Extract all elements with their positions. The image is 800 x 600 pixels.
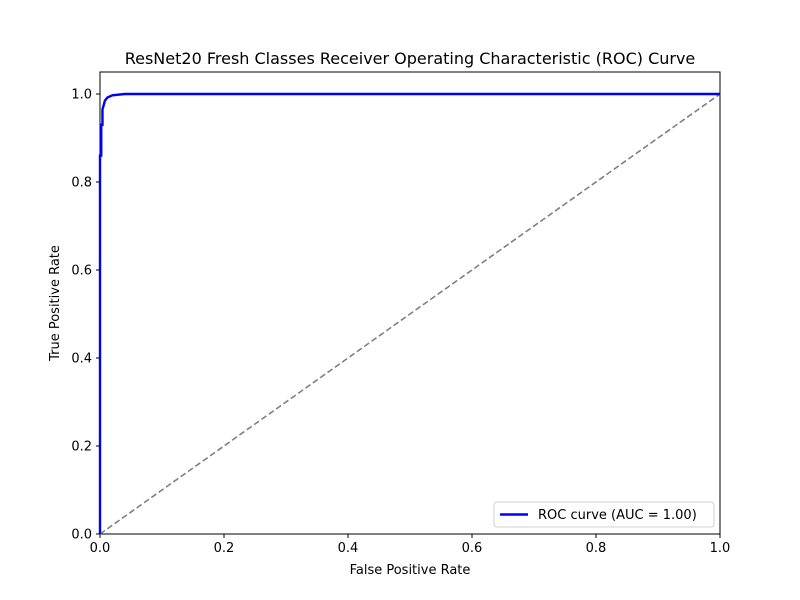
- x-axis-ticks: 0.0 0.2 0.4 0.6 0.8 1.0: [90, 534, 731, 556]
- x-tick-label: 0.2: [214, 541, 235, 556]
- legend-box: [493, 501, 715, 528]
- plot-frame: [99, 71, 721, 535]
- y-tick-label: 0.8: [71, 176, 92, 191]
- x-tick-label: 1.0: [710, 541, 731, 556]
- chart-title: ResNet20 Fresh Classes Receiver Operatin…: [125, 49, 696, 68]
- x-tick-label: 0.8: [586, 541, 607, 556]
- x-axis-label: False Positive Rate: [350, 563, 471, 578]
- series-layer: [98, 92, 721, 535]
- y-tick-label: 0.4: [71, 352, 92, 367]
- roc-curve-line: [98, 92, 720, 534]
- y-tick-label: 0.0: [71, 528, 92, 543]
- x-tick-label: 0.4: [338, 541, 359, 556]
- legend-label-roc: ROC curve (AUC = 1.00): [538, 508, 697, 523]
- y-axis-label: True Positive Rate: [48, 245, 63, 362]
- y-tick-label: 1.0: [71, 88, 92, 103]
- y-tick-label: 0.2: [71, 440, 92, 455]
- y-axis-ticks: 0.0 0.2 0.4 0.6 0.8 1.0: [71, 88, 100, 543]
- x-tick-label: 0.0: [90, 541, 111, 556]
- x-tick-label: 0.6: [462, 541, 483, 556]
- legend: ROC curve (AUC = 1.00): [493, 501, 715, 528]
- plot-area: 0.0 0.2 0.4 0.6 0.8 1.0 0.0 0.2 0.4 0.6 0.8 1.0: [71, 71, 731, 556]
- chance-diagonal-line: [99, 93, 721, 535]
- y-tick-label: 0.6: [71, 264, 92, 279]
